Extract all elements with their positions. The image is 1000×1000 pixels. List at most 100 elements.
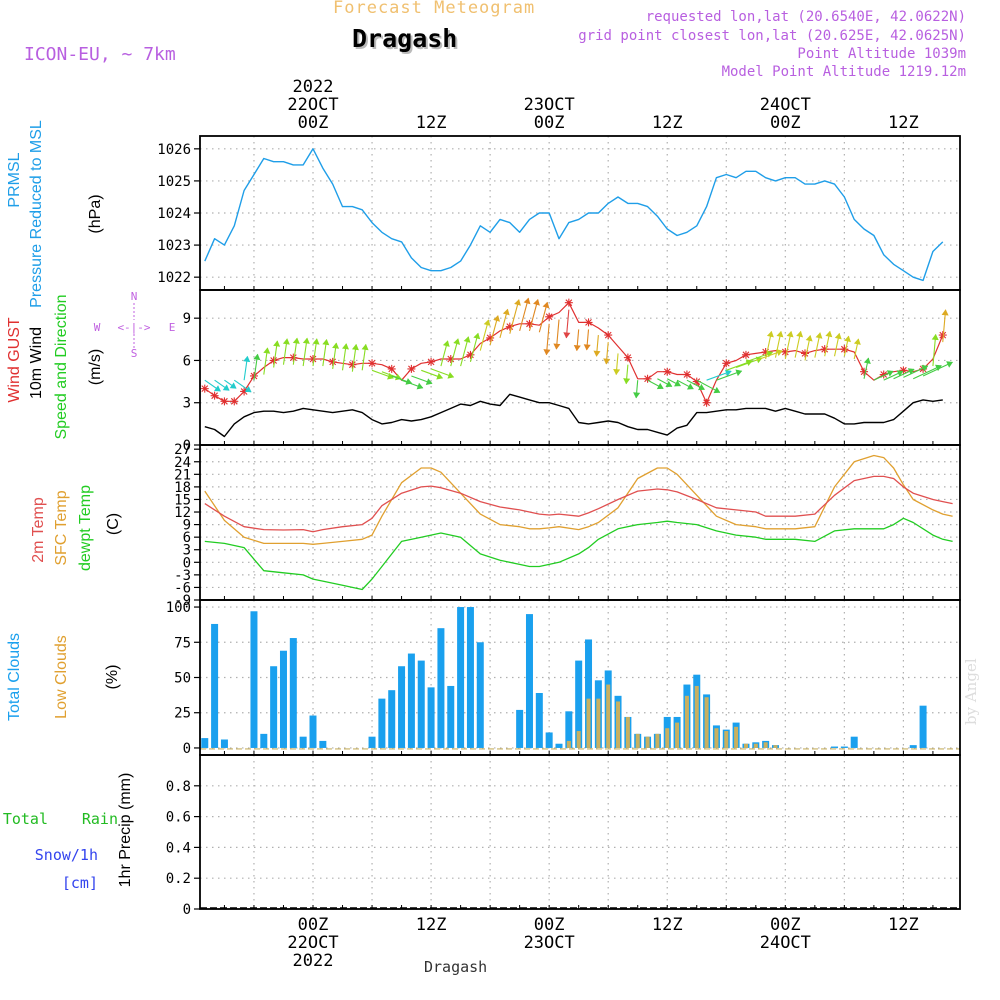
time-label-top: 00Z bbox=[298, 113, 329, 133]
low-cloud-bar bbox=[773, 745, 778, 748]
low-cloud-bar bbox=[763, 742, 768, 748]
gust-marker bbox=[368, 359, 377, 368]
gust-marker bbox=[643, 374, 652, 383]
y-tick-label: 9 bbox=[183, 311, 191, 327]
wind-arrow-head bbox=[253, 353, 261, 361]
wind-arrow-head bbox=[222, 384, 230, 391]
low-cloud-bar bbox=[724, 731, 729, 748]
legend-10m-wind: 10m Wind bbox=[28, 327, 45, 399]
wind-arrow-head bbox=[514, 299, 521, 306]
y-tick-label: 0.4 bbox=[166, 840, 191, 856]
compass-e: E bbox=[169, 321, 176, 334]
gust-marker bbox=[781, 348, 790, 356]
gust-marker bbox=[210, 391, 219, 400]
total-cloud-bar bbox=[201, 738, 209, 748]
wind-arrow-head bbox=[815, 332, 823, 339]
wind-arrow-head bbox=[896, 370, 904, 377]
wind-arrow-head bbox=[863, 357, 871, 364]
wind-arrow-head bbox=[533, 299, 540, 306]
low-cloud-bar bbox=[635, 733, 640, 748]
footer-location: Dragash bbox=[424, 958, 488, 976]
gust-marker bbox=[545, 312, 554, 321]
y-tick-label: 1022 bbox=[157, 270, 191, 286]
wind-arrow-head bbox=[786, 330, 794, 338]
total-cloud-bar bbox=[427, 687, 435, 748]
time-label-bottom: 00Z bbox=[298, 915, 329, 935]
wind-arrow-head bbox=[302, 337, 310, 344]
gust-marker bbox=[230, 397, 239, 406]
total-cloud-bar bbox=[289, 638, 297, 748]
low-cloud-bar bbox=[675, 722, 680, 748]
gust-marker bbox=[407, 364, 416, 373]
wind-arrow-head bbox=[613, 368, 621, 376]
legend-total: Total bbox=[3, 810, 48, 828]
low-cloud-bar bbox=[616, 701, 621, 748]
gust-marker bbox=[289, 353, 298, 362]
time-label-top: 12Z bbox=[652, 113, 683, 133]
wind-arrow-head bbox=[214, 385, 221, 392]
grid-point-coords: grid point closest lon,lat (20.625E, 42.… bbox=[578, 28, 966, 44]
gust-line bbox=[204, 302, 944, 404]
wind-arrow-head bbox=[502, 308, 510, 316]
low-cloud-bar bbox=[586, 698, 591, 748]
time-label-top: 00Z bbox=[770, 113, 801, 133]
wind-arrow-head bbox=[483, 319, 491, 327]
wind-arrow bbox=[942, 309, 947, 343]
pressure-line bbox=[204, 148, 944, 282]
time-label-bottom: 12Z bbox=[888, 915, 919, 935]
wind-arrow-head bbox=[322, 338, 330, 346]
low-cloud-bar bbox=[596, 698, 601, 748]
wind-arrow-head bbox=[292, 337, 300, 344]
total-cloud-bar bbox=[525, 614, 533, 748]
legend-prmsl: PRMSL bbox=[6, 152, 23, 207]
ylabel-wind: (m/s) bbox=[87, 349, 104, 385]
total-cloud-bar bbox=[466, 607, 474, 748]
y-tick-label: 0 bbox=[183, 555, 191, 571]
y-tick-label: 18 bbox=[174, 480, 191, 496]
gust-marker bbox=[348, 360, 357, 369]
wind-arrow-head bbox=[735, 369, 743, 377]
gust-marker bbox=[525, 319, 534, 328]
y-tick-label: 6 bbox=[183, 353, 191, 369]
wind-arrow-head bbox=[766, 330, 774, 338]
panel-2-frame bbox=[199, 444, 961, 601]
y-tick-label: 0.8 bbox=[166, 779, 191, 795]
wind-arrow-head bbox=[886, 370, 894, 377]
total-cloud-bar bbox=[299, 736, 307, 748]
wind-arrow-head bbox=[542, 301, 550, 309]
low-cloud-bar bbox=[576, 731, 581, 748]
wind-arrow-head bbox=[603, 358, 611, 365]
wind-arrow-head bbox=[332, 342, 340, 349]
compass-n: N bbox=[131, 290, 138, 303]
total-cloud-bar bbox=[909, 745, 917, 748]
y-tick-label: 3 bbox=[183, 543, 191, 559]
gust-marker bbox=[801, 349, 809, 358]
legend-snow-unit: [cm] bbox=[62, 874, 98, 892]
wind-arrow bbox=[509, 299, 520, 334]
panel-1-frame bbox=[199, 289, 961, 446]
wind-arrow-head bbox=[698, 383, 705, 391]
time-label-top: 23OCT bbox=[524, 95, 575, 115]
panel-0-grid: 1022 1023 1024 1025 1026 bbox=[157, 136, 960, 290]
low-cloud-bar bbox=[625, 716, 630, 748]
wind-arrow bbox=[922, 361, 953, 377]
wind-arrow-head bbox=[907, 368, 915, 375]
wind-speed-line bbox=[204, 393, 943, 438]
gust-marker bbox=[505, 322, 514, 331]
ylabel-pressure: (hPa) bbox=[87, 194, 104, 233]
y-tick-label: -6 bbox=[174, 580, 191, 596]
wind-arrow-head bbox=[573, 344, 581, 352]
gust-marker bbox=[623, 353, 632, 362]
gust-marker bbox=[938, 331, 947, 340]
wind-arrow-head bbox=[946, 361, 953, 368]
y-tick-label: 0 bbox=[183, 741, 191, 757]
wind-arrow-head bbox=[633, 392, 641, 399]
wind-arrow-head bbox=[442, 340, 450, 347]
total-cloud-bar bbox=[378, 698, 386, 748]
model-label: ICON-EU, ~ 7km bbox=[24, 44, 176, 65]
total-cloud-bar bbox=[476, 642, 484, 748]
wind-arrow-head bbox=[623, 378, 631, 385]
gust-marker bbox=[427, 357, 436, 366]
ylabel-precip: 1hr Precip (mm) bbox=[117, 773, 134, 888]
